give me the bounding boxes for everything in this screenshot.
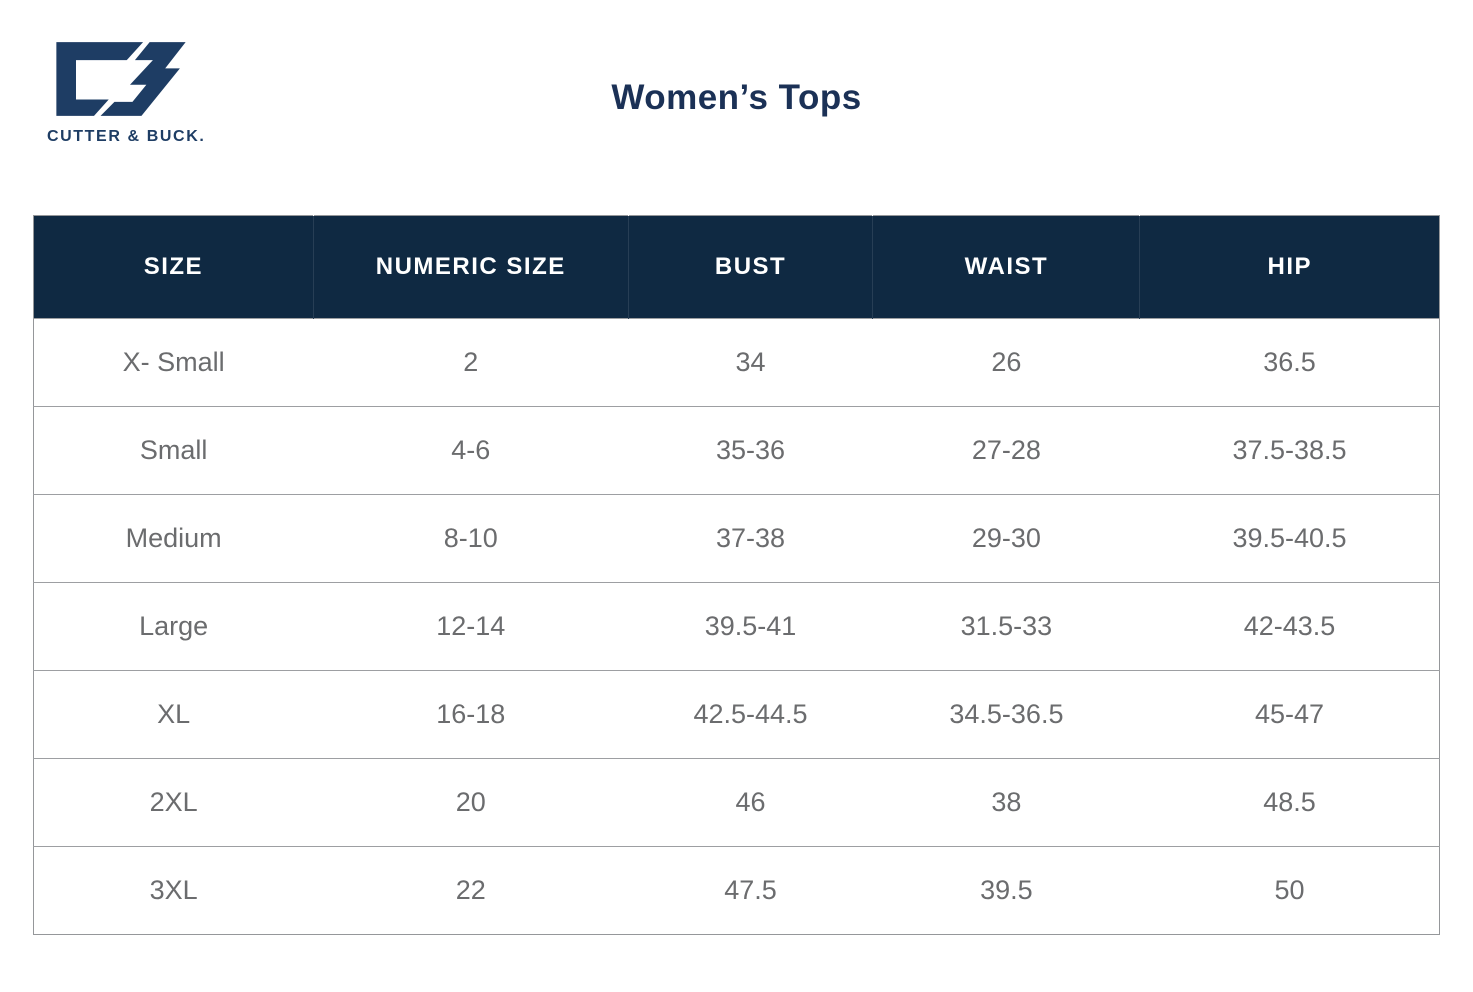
table-cell: 31.5-33 [872, 582, 1140, 671]
table-cell: 39.5-40.5 [1139, 494, 1440, 583]
header-row: SIZE NUMERIC SIZE BUST WAIST HIP [33, 215, 1440, 319]
table-cell: 2 [313, 318, 629, 407]
table-row: 3XL 22 47.5 39.5 50 [33, 846, 1440, 935]
table-cell: 2XL [33, 758, 314, 847]
col-header-waist: WAIST [872, 215, 1140, 319]
table-cell: 27-28 [872, 406, 1140, 495]
table-cell: Large [33, 582, 314, 671]
table-cell: XL [33, 670, 314, 759]
cutter-buck-cb-monogram-icon [56, 42, 186, 116]
table-row: X- Small 2 34 26 36.5 [33, 318, 1440, 407]
table-cell: 12-14 [313, 582, 629, 671]
table-cell: 3XL [33, 846, 314, 935]
table-cell: Medium [33, 494, 314, 583]
table-row: Large 12-14 39.5-41 31.5-33 42-43.5 [33, 582, 1440, 671]
table-cell: 22 [313, 846, 629, 935]
table-cell: X- Small [33, 318, 314, 407]
table-cell: 35-36 [628, 406, 873, 495]
table-cell: Small [33, 406, 314, 495]
table-cell: 50 [1139, 846, 1440, 935]
table-cell: 29-30 [872, 494, 1140, 583]
table-row: Medium 8-10 37-38 29-30 39.5-40.5 [33, 494, 1440, 583]
table-cell: 36.5 [1139, 318, 1440, 407]
table-cell: 39.5-41 [628, 582, 873, 671]
size-chart-table: SIZE NUMERIC SIZE BUST WAIST HIP X- Smal… [33, 215, 1440, 935]
table-cell: 45-47 [1139, 670, 1440, 759]
col-header-numeric-size: NUMERIC SIZE [312, 215, 629, 319]
table-cell: 42-43.5 [1139, 582, 1440, 671]
table-cell: 37-38 [628, 494, 873, 583]
brand-logo: CUTTER & BUCK. [47, 34, 227, 146]
table-cell: 42.5-44.5 [628, 670, 873, 759]
table-cell: 39.5 [872, 846, 1140, 935]
size-chart-container: SIZE NUMERIC SIZE BUST WAIST HIP X- Smal… [33, 215, 1440, 935]
brand-wordmark: CUTTER & BUCK. [47, 128, 206, 145]
table-cell: 34.5-36.5 [872, 670, 1140, 759]
table-cell: 38 [872, 758, 1140, 847]
table-cell: 4-6 [313, 406, 629, 495]
table-row: XL 16-18 42.5-44.5 34.5-36.5 45-47 [33, 670, 1440, 759]
table-row: 2XL 20 46 38 48.5 [33, 758, 1440, 847]
table-cell: 16-18 [313, 670, 629, 759]
table-cell: 8-10 [313, 494, 629, 583]
table-cell: 26 [872, 318, 1140, 407]
table-cell: 47.5 [628, 846, 873, 935]
col-header-size: SIZE [33, 215, 314, 319]
table-cell: 48.5 [1139, 758, 1440, 847]
page-title: Women’s Tops [611, 78, 862, 117]
table-cell: 20 [313, 758, 629, 847]
table-cell: 46 [628, 758, 873, 847]
table-cell: 37.5-38.5 [1139, 406, 1440, 495]
table-cell: 34 [628, 318, 873, 407]
table-row: Small 4-6 35-36 27-28 37.5-38.5 [33, 406, 1440, 495]
col-header-hip: HIP [1139, 215, 1440, 319]
col-header-bust: BUST [627, 215, 873, 319]
